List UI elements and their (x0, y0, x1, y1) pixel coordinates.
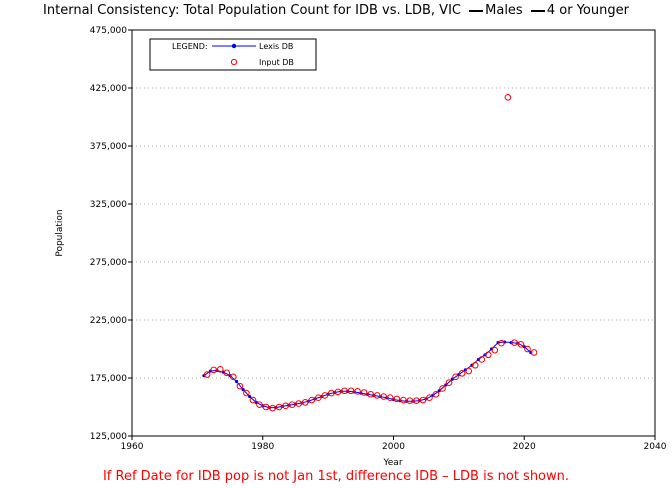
plot-frame (131, 29, 656, 437)
legend-title: LEGEND: (172, 42, 208, 51)
input-db-point (367, 390, 374, 398)
input-db-point (360, 389, 368, 396)
input-db-point (230, 373, 237, 381)
x-axis-ticks: 1960 1980 2000 2020 2040 (121, 436, 667, 452)
input-db-point (478, 356, 486, 363)
input-db-point (269, 404, 276, 412)
input-db-point (465, 367, 472, 375)
input-db-point (262, 403, 270, 411)
lexis-db-point (248, 394, 252, 399)
input-db-point (445, 379, 453, 386)
x-tick-label: 2020 (513, 442, 536, 452)
x-axis-label: Year (382, 458, 402, 468)
input-db-point (393, 395, 401, 403)
footer-note: If Ref Date for IDB pop is not Jan 1st, … (102, 469, 570, 484)
input-db-point (308, 396, 316, 404)
input-db-point (203, 371, 211, 378)
input-db-point (458, 370, 466, 377)
input-db-point (347, 387, 355, 395)
input-db-point (406, 397, 414, 404)
input-db-point (484, 351, 492, 359)
input-db-point (334, 388, 342, 396)
y-tick-label: 275,000 (90, 258, 127, 268)
gridlines (132, 87, 655, 379)
input-db-point (243, 389, 250, 397)
input-db-point (249, 396, 257, 404)
y-tick-label: 175,000 (90, 374, 127, 384)
lexis-db-point (235, 379, 239, 384)
input-db-point (295, 400, 303, 407)
input-db-point (511, 339, 518, 346)
legend-input-label: Input DB (259, 58, 294, 67)
y-tick-label: 475,000 (90, 26, 127, 36)
sex-label: Males (485, 3, 523, 18)
males-legend-swatch (469, 9, 484, 12)
input-db-point (256, 401, 263, 408)
input-db-point (275, 403, 283, 411)
input-db-point (341, 387, 348, 395)
x-tick-label: 2040 (644, 442, 667, 452)
input-db-point (288, 401, 296, 408)
age-label: 4 or Younger (546, 3, 629, 18)
input-db-point (413, 397, 420, 404)
input-db-point (210, 366, 218, 374)
input-db-point (530, 349, 538, 356)
input-db-point (354, 388, 361, 395)
input-db-point (282, 402, 289, 410)
x-tick-label: 2000 (382, 442, 405, 452)
title-text: Internal Consistency: Total Population C… (43, 3, 461, 18)
input-db-point (328, 389, 335, 397)
input-db-point (419, 396, 427, 404)
y-axis-ticks: 125,000 175,000 225,000 275,000 325,000 375,0… (90, 26, 132, 442)
y-tick-label: 225,000 (90, 316, 127, 326)
input-db-point (471, 361, 479, 369)
input-db-point (504, 93, 512, 101)
x-tick-label: 1980 (251, 442, 274, 452)
chart-title: Internal Consistency: Total Population C… (0, 3, 672, 18)
legend-input-marker (230, 58, 238, 66)
input-db-point (216, 366, 224, 373)
legend-box: LEGEND: Lexis DB Input DB (149, 38, 317, 71)
input-db-point (315, 394, 322, 402)
legend-lexis-label: Lexis DB (259, 42, 293, 51)
y-tick-label: 425,000 (90, 84, 127, 94)
input-db-point (400, 396, 407, 404)
y-tick-label: 325,000 (90, 200, 127, 210)
input-db-point (432, 390, 440, 398)
lexis-db-point (241, 388, 245, 392)
input-db-point (373, 392, 381, 399)
data-series (202, 93, 538, 412)
input-db-point (321, 392, 329, 399)
age-legend-swatch (530, 9, 545, 12)
y-tick-label: 375,000 (90, 142, 127, 152)
input-db-point (380, 393, 387, 400)
input-db-point (517, 341, 525, 348)
input-db-point (301, 399, 309, 406)
input-db-point (491, 346, 499, 354)
input-db-point (386, 394, 394, 402)
y-tick-label: 125,000 (90, 432, 127, 442)
input-db-point (524, 345, 531, 353)
legend-lexis-marker (231, 43, 237, 49)
input-db-point (498, 339, 505, 347)
lexis-db-line (203, 341, 532, 409)
input-db-point (223, 369, 231, 377)
input-db-point (236, 382, 244, 390)
input-db-point (439, 385, 446, 392)
x-tick-label: 1960 (121, 442, 144, 452)
input-db-point (426, 394, 433, 402)
input-db-point (452, 373, 459, 381)
y-axis-label: Population (55, 209, 65, 256)
